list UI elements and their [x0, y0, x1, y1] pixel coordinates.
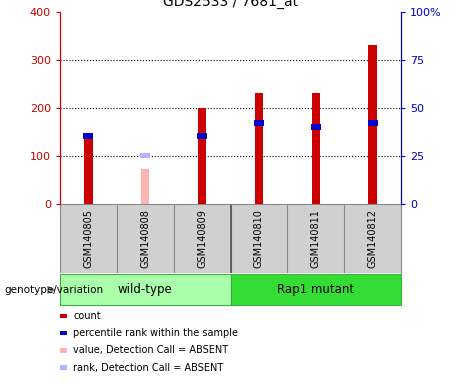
Text: value, Detection Call = ABSENT: value, Detection Call = ABSENT	[73, 345, 229, 356]
Bar	[141, 169, 149, 204]
Text: GSM140809: GSM140809	[197, 209, 207, 268]
Bar	[83, 134, 94, 139]
Bar	[311, 124, 321, 130]
Bar	[367, 120, 378, 126]
Text: percentile rank within the sample: percentile rank within the sample	[73, 328, 238, 338]
Text: GSM140812: GSM140812	[367, 209, 378, 268]
Text: GSM140811: GSM140811	[311, 209, 321, 268]
Bar	[84, 136, 93, 204]
Text: GSM140810: GSM140810	[254, 209, 264, 268]
Text: GSM140805: GSM140805	[83, 209, 94, 268]
Bar	[197, 134, 207, 139]
Bar	[254, 93, 263, 204]
Bar	[140, 153, 150, 159]
Bar	[230, 275, 401, 306]
Bar	[198, 108, 207, 204]
Bar	[368, 45, 377, 204]
Title: GDS2533 / 7681_at: GDS2533 / 7681_at	[163, 0, 298, 9]
Text: GSM140808: GSM140808	[140, 209, 150, 268]
Text: wild-type: wild-type	[118, 283, 172, 296]
Text: genotype/variation: genotype/variation	[5, 285, 104, 295]
Text: count: count	[73, 311, 101, 321]
Text: rank, Detection Call = ABSENT: rank, Detection Call = ABSENT	[73, 362, 224, 373]
Bar	[254, 120, 264, 126]
Bar	[60, 275, 230, 306]
Bar	[312, 93, 320, 204]
Text: Rap1 mutant: Rap1 mutant	[277, 283, 355, 296]
